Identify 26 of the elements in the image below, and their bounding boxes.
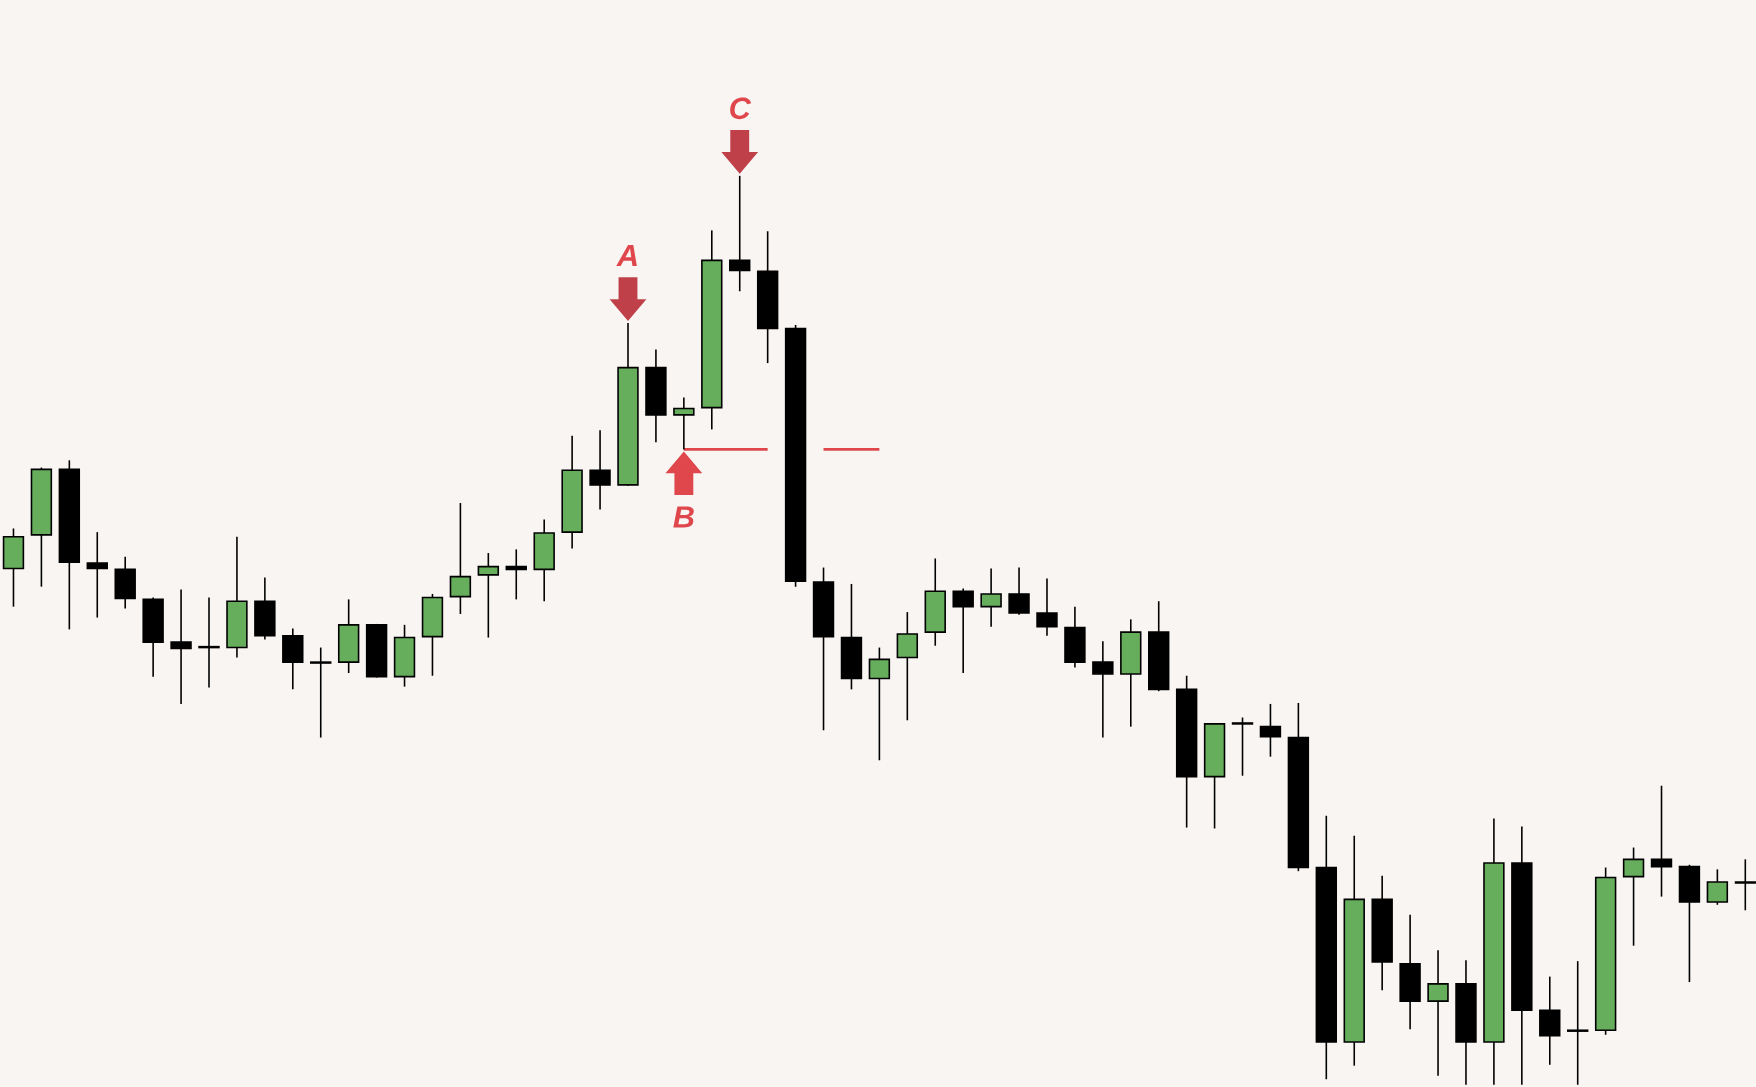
candlestick <box>980 567 1002 628</box>
candlestick <box>1650 785 1673 898</box>
annotation: B <box>673 506 694 528</box>
candlestick <box>1259 703 1282 758</box>
candlestick <box>673 396 695 451</box>
candlestick <box>170 588 192 705</box>
candlestick <box>1427 949 1449 1077</box>
candlestick <box>868 646 891 762</box>
candlestick <box>449 502 472 615</box>
candlestick <box>505 548 527 601</box>
candlestick <box>952 587 974 674</box>
candlestick <box>1036 577 1058 637</box>
candlestick <box>896 611 919 722</box>
annotation: A <box>616 245 637 267</box>
candlestick <box>1231 716 1254 777</box>
candlestick <box>1092 640 1114 739</box>
candlestick <box>729 175 751 293</box>
candlestick <box>1622 846 1645 947</box>
candlestick <box>1706 868 1729 906</box>
annotation: C <box>730 97 752 120</box>
candlestick <box>1008 566 1030 616</box>
candlestick <box>1566 960 1589 1086</box>
candlestick <box>589 429 611 511</box>
candlestick <box>310 646 332 739</box>
candlestick <box>86 531 108 619</box>
candlestick <box>477 552 500 639</box>
